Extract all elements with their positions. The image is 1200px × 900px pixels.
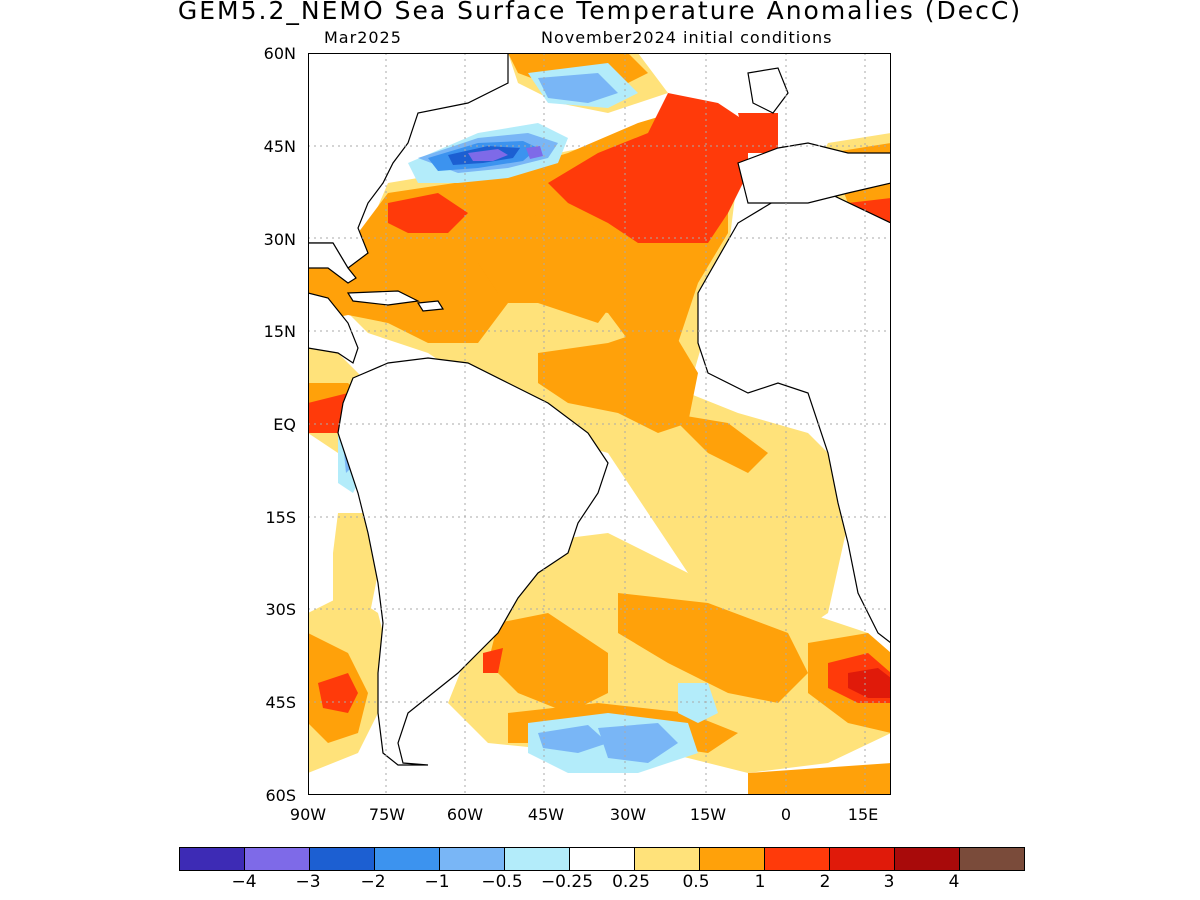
- british-isles: [747, 67, 789, 114]
- colorbar-label: −4: [231, 872, 257, 892]
- colorbar-label: −3: [295, 872, 321, 892]
- lon-label: 0: [780, 805, 792, 824]
- colorbar: [179, 847, 1025, 871]
- anomaly-contours-neg3: [468, 146, 543, 161]
- land-masses: [308, 53, 891, 766]
- lat-label: 45S: [265, 693, 296, 712]
- forecast-month: Mar2025: [324, 28, 402, 47]
- graticule: [308, 53, 891, 795]
- colorbar-label: 0.5: [682, 872, 710, 892]
- lon-label: 90W: [289, 805, 327, 824]
- colorbar-label: 0.25: [612, 872, 650, 892]
- lat-label: 30S: [265, 600, 296, 619]
- chart-title: GEM5.2_NEMO Sea Surface Temperature Anom…: [177, 0, 1023, 25]
- florida-landmass: [308, 242, 357, 284]
- lon-label: 75W: [368, 805, 406, 824]
- map-frame: [308, 53, 891, 795]
- europe-landmass: [737, 142, 891, 204]
- colorbar-swatch: [440, 848, 505, 870]
- colorbar-label: −1: [424, 872, 450, 892]
- colorbar-swatch: [375, 848, 440, 870]
- colorbar-label: 2: [819, 872, 831, 892]
- lat-label: 15S: [265, 508, 296, 527]
- lon-label: 15E: [847, 805, 879, 824]
- colorbar-swatch: [245, 848, 310, 870]
- colorbar-swatch: [570, 848, 635, 870]
- anomaly-contours-2: [848, 668, 891, 698]
- colorbar-label: −0.25: [540, 872, 594, 892]
- sst-anomaly-map: [308, 53, 891, 795]
- cuba-island: [346, 290, 421, 306]
- colorbar-swatch: [505, 848, 570, 870]
- colorbar-swatch: [830, 848, 895, 870]
- lat-label: 30N: [263, 230, 296, 249]
- lat-label: 60N: [263, 44, 296, 63]
- lon-label: 15W: [689, 805, 727, 824]
- colorbar-swatch: [180, 848, 245, 870]
- lat-label: 60S: [265, 786, 296, 805]
- colorbar-swatch: [700, 848, 765, 870]
- lat-label: 15N: [263, 322, 296, 341]
- colorbar-swatch: [310, 848, 375, 870]
- south-america-landmass: [337, 357, 609, 766]
- lon-label: 30W: [609, 805, 647, 824]
- colorbar-swatch: [765, 848, 830, 870]
- colorbar-label: 4: [948, 872, 960, 892]
- lat-label: EQ: [273, 415, 296, 434]
- colorbar-swatch: [635, 848, 700, 870]
- central-america-landmass: [308, 292, 359, 364]
- colorbar-label: 3: [883, 872, 895, 892]
- colorbar-swatch: [960, 848, 1024, 870]
- colorbar-swatch: [895, 848, 960, 870]
- lon-label: 60W: [446, 805, 484, 824]
- initial-conditions-label: November2024 initial conditions: [541, 28, 833, 47]
- colorbar-label: 1: [754, 872, 766, 892]
- lon-label: 45W: [527, 805, 565, 824]
- hispaniola-island: [416, 300, 445, 312]
- lat-label: 45N: [263, 137, 296, 156]
- colorbar-label: −2: [360, 872, 386, 892]
- colorbar-label: −0.5: [481, 872, 523, 892]
